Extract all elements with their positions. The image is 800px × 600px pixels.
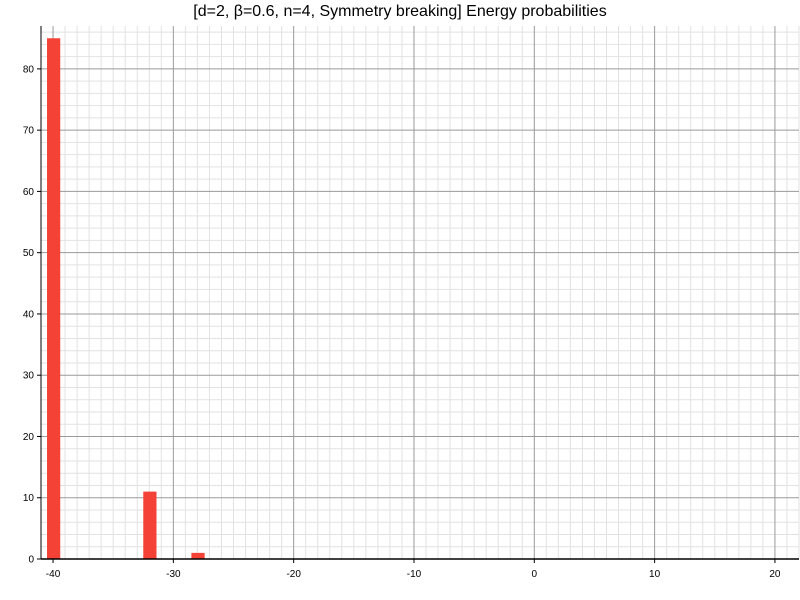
y-tick-label: 50 [23, 248, 35, 259]
x-tick-label: -10 [407, 569, 422, 580]
x-tick-label: -30 [166, 569, 181, 580]
bar [191, 552, 205, 559]
y-tick-label: 20 [23, 432, 35, 443]
axes [40, 26, 799, 560]
y-tick-label: 10 [23, 493, 35, 504]
chart-title: [d=2, β=0.6, n=4, Symmetry breaking] Ene… [193, 3, 607, 20]
bars [47, 38, 205, 560]
bar [143, 491, 157, 559]
y-tick-label: 30 [23, 371, 35, 382]
y-tick-label: 80 [23, 64, 35, 75]
major-grid [41, 26, 799, 559]
y-tick-label: 60 [23, 187, 35, 198]
x-tick-label: -40 [46, 569, 61, 580]
y-axis-ticks: 0 10 20 30 40 50 60 70 80 [23, 64, 41, 566]
x-axis-ticks: -40 -30 -20 -10 0 10 20 [46, 559, 781, 580]
x-tick-label: 10 [649, 569, 661, 580]
x-tick-label: 0 [532, 569, 538, 580]
minor-grid [40, 26, 800, 559]
x-tick-label: -20 [286, 569, 301, 580]
x-tick-label: 20 [769, 569, 781, 580]
y-tick-label: 40 [23, 309, 35, 320]
y-tick-label: 70 [23, 126, 35, 137]
bar [47, 38, 61, 560]
y-tick-label: 0 [28, 555, 34, 566]
